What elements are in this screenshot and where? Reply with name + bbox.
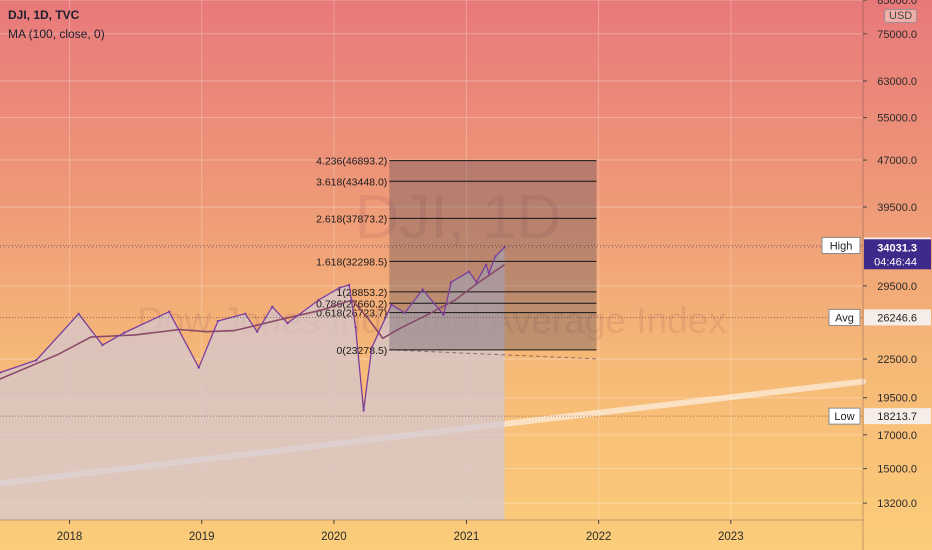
y-tick-label: 47000.0 — [877, 155, 917, 167]
price-point — [286, 321, 289, 325]
price-point — [362, 409, 365, 412]
price-point — [123, 331, 126, 334]
fibonacci-level-label: 0(23278.5) — [337, 345, 388, 357]
price-point — [442, 313, 445, 317]
marker-label-box[interactable] — [828, 407, 861, 425]
price-point — [487, 272, 491, 275]
price-point — [317, 298, 320, 302]
price-point — [390, 303, 393, 307]
price-point — [0, 371, 2, 374]
price-point — [216, 319, 220, 323]
price-point — [484, 263, 488, 266]
x-tick-label: 2021 — [454, 531, 480, 543]
fibonacci-level-label: 4.236(46893.2) — [316, 156, 387, 168]
x-tick-label: 2018 — [57, 531, 83, 543]
price-point — [167, 310, 171, 314]
price-point — [338, 286, 341, 289]
marker-label-box[interactable] — [821, 236, 861, 254]
bar-countdown: 04:46:44 — [874, 256, 917, 268]
y-tick-label: 22500.0 — [877, 354, 917, 366]
x-tick-label: 2022 — [586, 531, 612, 543]
currency-badge[interactable]: USD — [884, 9, 918, 23]
price-point — [354, 326, 357, 329]
fibonacci-level-label: 1.618(32298.5) — [316, 256, 387, 268]
watermark-symbol: DJI, 1D — [355, 183, 562, 252]
marker-label-box[interactable] — [828, 308, 861, 326]
ma-indicator-title[interactable]: MA (100, close, 0) — [8, 27, 105, 41]
price-point — [35, 359, 38, 362]
marker-price: 18213.7 — [877, 411, 917, 423]
price-point — [503, 246, 506, 249]
price-point — [421, 288, 424, 291]
x-tick-label: 2019 — [189, 531, 215, 543]
y-tick-label: 39500.0 — [877, 202, 917, 214]
price-point — [271, 305, 274, 309]
fibonacci-level-label: 2.618(37873.2) — [316, 213, 387, 225]
price-point — [255, 330, 259, 333]
marker-price: 26246.6 — [877, 312, 917, 324]
price-point — [77, 312, 80, 316]
price-point — [494, 255, 497, 258]
y-tick-label: 13200.0 — [877, 498, 917, 510]
price-point — [101, 343, 104, 347]
x-tick-label: 2023 — [718, 531, 744, 543]
fibonacci-level-label: 0.618(26723.7) — [316, 308, 387, 320]
price-point — [243, 312, 247, 316]
y-tick-label: 63000.0 — [877, 76, 917, 88]
marker-price-box — [864, 309, 931, 326]
y-tick-label: 17000.0 — [877, 430, 917, 442]
marker-price-box — [864, 408, 931, 425]
symbol-title[interactable]: DJI, 1D, TVC — [8, 8, 80, 22]
last-price-badge[interactable] — [864, 239, 931, 270]
fibonacci-level-label: 1(28853.2) — [337, 287, 388, 299]
y-tick-label: 85000.0 — [877, 0, 917, 7]
y-tick-label: 29500.0 — [877, 281, 917, 293]
price-point — [475, 281, 478, 284]
marker-label: Avg — [835, 312, 854, 324]
price-point — [467, 270, 471, 273]
price-point — [450, 281, 453, 284]
price-point — [403, 311, 407, 315]
fibonacci-box[interactable] — [389, 160, 597, 350]
y-tick-label: 15000.0 — [877, 464, 917, 476]
price-point — [370, 346, 374, 349]
x-tick-label: 2020 — [321, 531, 347, 543]
y-tick-label: 19500.0 — [877, 393, 917, 405]
marker-label: Low — [834, 411, 854, 423]
marker-label: High — [830, 240, 853, 252]
y-tick-label: 55000.0 — [877, 113, 917, 125]
price-point — [197, 366, 201, 369]
last-price-value: 34031.3 — [877, 242, 917, 254]
price-point — [347, 283, 351, 287]
price-area — [0, 247, 505, 521]
fibonacci-level-label: 3.618(43448.0) — [316, 176, 387, 188]
y-tick-label: 75000.0 — [877, 29, 917, 41]
